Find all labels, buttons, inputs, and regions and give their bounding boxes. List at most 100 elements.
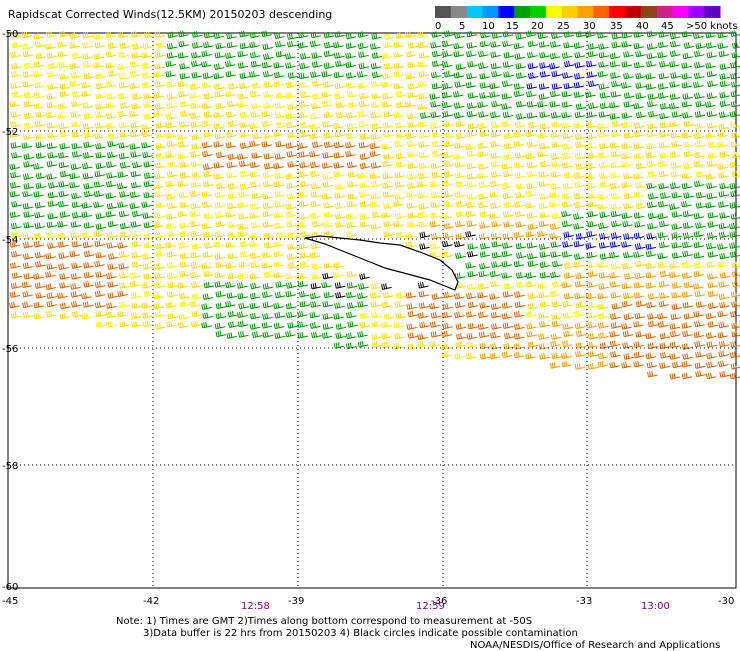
wind-barb [527,323,537,329]
wind-barb [372,123,382,129]
wind-barb [156,251,166,257]
wind-barb [274,163,284,169]
wind-barb [467,284,477,290]
wind-barb [430,341,440,347]
wind-barb [502,313,512,319]
wind-barb [634,282,644,288]
wind-barb [180,222,190,228]
wind-barb [202,82,212,88]
wind-barb [47,122,57,128]
legend-swatch [514,6,530,18]
wind-barb [274,251,284,257]
wind-barb [442,102,452,108]
wind-barb [672,292,682,298]
wind-barb [347,112,357,118]
wind-barb [599,61,609,67]
wind-barb [396,161,406,167]
wind-barb [262,262,272,268]
wind-barb [395,172,405,178]
wind-barb [168,313,178,319]
wind-barb [372,33,382,39]
wind-barb [204,42,214,48]
wind-barb [371,63,381,69]
wind-barb [179,41,189,47]
wind-barb [324,292,334,298]
wind-barb [574,241,584,247]
wind-barb [142,52,152,58]
wind-barb [528,63,538,69]
wind-barb [251,181,261,187]
wind-barb [730,202,740,208]
wind-barb [251,61,261,67]
wind-barb [83,53,93,59]
wind-barb [502,121,512,127]
wind-barb [133,162,143,168]
wind-barb [514,311,524,317]
wind-barb [72,212,82,218]
wind-barb [48,192,58,198]
wind-barb [587,71,597,77]
wind-barb [72,91,82,97]
wind-barb [335,282,345,288]
wind-barb [180,111,190,117]
wind-barb [599,162,609,168]
wind-barb [180,293,190,299]
wind-barb [672,211,682,217]
wind-barb [527,91,537,97]
wind-barb [58,103,68,109]
wind-barb [119,211,129,217]
wind-barb [622,213,632,219]
wind-barb [250,313,260,319]
wind-barb [552,353,562,359]
wind-barb [576,331,586,337]
wind-barb [215,91,225,97]
wind-barb [288,72,298,78]
wind-barb [634,341,644,347]
wind-barb [58,41,68,47]
wind-barb [514,232,524,238]
wind-barb [250,42,260,48]
wind-barb [707,111,717,117]
wind-barb [466,202,476,208]
wind-barb [587,322,597,328]
wind-barb [468,271,478,277]
wind-barb [696,192,706,198]
wind-barb [348,193,358,199]
wind-barb [24,123,34,129]
wind-barb [442,61,452,67]
wind-barb [238,202,248,208]
wind-barb [695,51,705,57]
wind-barb [394,322,404,328]
wind-barb [35,223,45,229]
wind-barb [467,173,477,179]
wind-barb [96,223,106,229]
wind-barb [155,323,165,329]
wind-barb [576,103,586,109]
wind-barb [132,302,142,308]
wind-barb [96,213,106,219]
wind-barb [192,61,202,67]
wind-barb [479,111,489,117]
wind-barb [96,321,106,327]
wind-barb [562,201,572,207]
wind-barb [683,251,693,257]
wind-barb [240,142,250,148]
wind-barb [516,101,526,107]
wind-barb [720,63,730,69]
wind-barb [142,73,152,79]
wind-barb [647,183,657,189]
wind-barb [587,252,597,258]
wind-barb [610,341,620,347]
wind-barb [310,162,320,168]
wind-barb [575,52,585,58]
wind-barb [84,272,94,278]
wind-barb [502,163,512,169]
wind-barb [132,241,142,247]
wind-barb [505,333,515,339]
wind-barb [253,332,263,338]
wind-barb [359,101,369,107]
wind-barb [298,311,308,317]
wind-barb [587,111,597,117]
wind-barb [588,51,598,57]
wind-barb [359,142,369,148]
